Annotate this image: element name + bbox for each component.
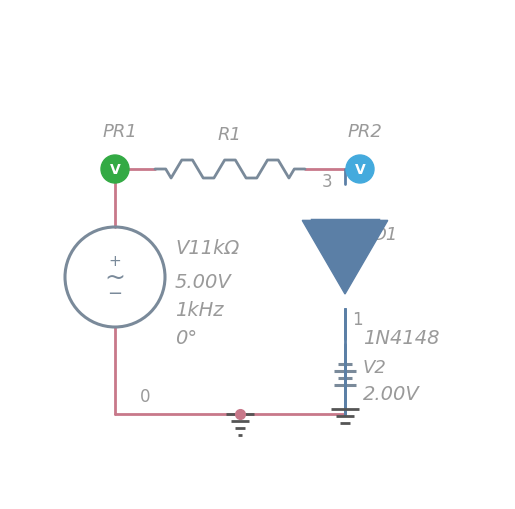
Text: V: V (110, 163, 121, 177)
Text: D1: D1 (373, 225, 399, 243)
Text: PR2: PR2 (348, 123, 383, 140)
Text: 1N4148: 1N4148 (363, 328, 439, 347)
Text: 1: 1 (352, 310, 363, 328)
Circle shape (346, 156, 374, 184)
Text: V: V (355, 163, 365, 177)
Polygon shape (302, 221, 388, 294)
Text: 0°: 0° (175, 328, 197, 347)
Text: 3: 3 (322, 173, 332, 191)
Text: −: − (108, 285, 123, 302)
Text: V11kΩ: V11kΩ (175, 238, 239, 257)
Text: V2: V2 (363, 358, 387, 376)
Text: 0: 0 (140, 387, 150, 405)
Circle shape (101, 156, 129, 184)
Text: ~: ~ (105, 266, 126, 290)
Text: 1kHz: 1kHz (175, 300, 224, 319)
Text: 5.00V: 5.00V (175, 273, 232, 292)
Text: +: + (109, 254, 122, 269)
Text: R1: R1 (218, 126, 242, 144)
Text: PR1: PR1 (102, 123, 138, 140)
Text: 2.00V: 2.00V (363, 385, 420, 404)
